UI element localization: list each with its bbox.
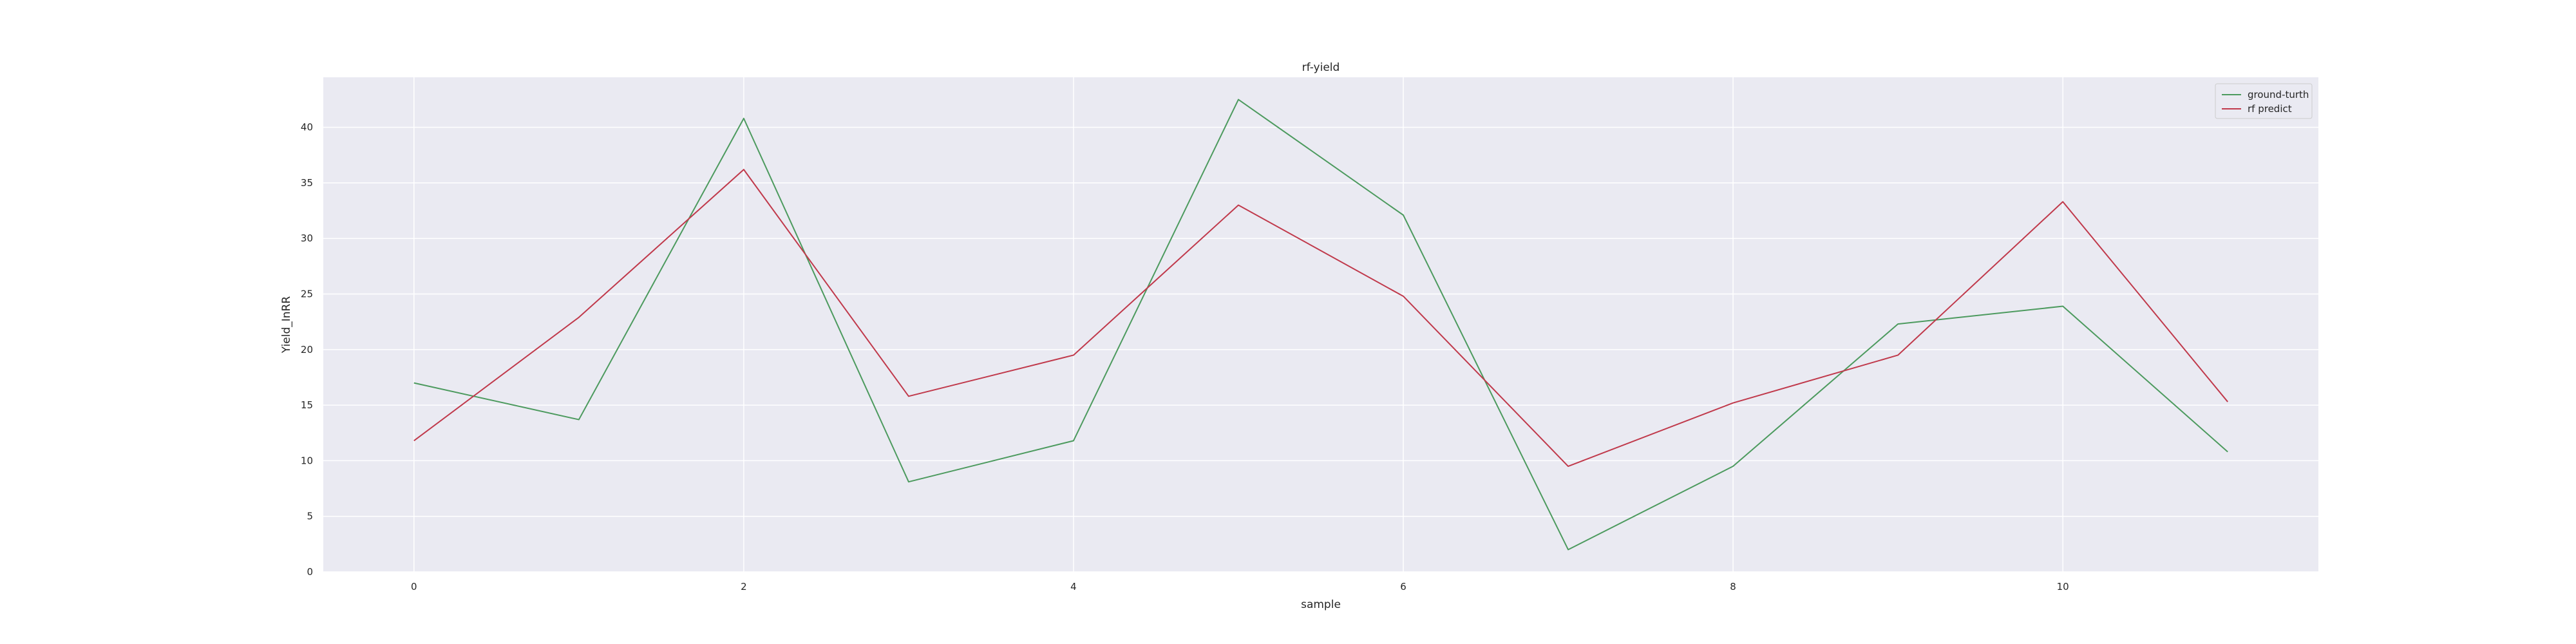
y-tick-label: 25 bbox=[301, 289, 313, 300]
y-tick-label: 30 bbox=[301, 232, 313, 244]
x-tick-label: 10 bbox=[2057, 581, 2069, 592]
x-tick-label: 2 bbox=[741, 581, 747, 592]
y-tick-label: 35 bbox=[301, 177, 313, 189]
y-tick-label: 20 bbox=[301, 344, 313, 355]
y-axis-label: Yield_InRR bbox=[280, 296, 293, 354]
x-tick-label: 4 bbox=[1070, 581, 1077, 592]
y-tick-label: 0 bbox=[307, 566, 313, 578]
y-tick-label: 5 bbox=[307, 511, 313, 522]
series-line-1 bbox=[413, 169, 2228, 468]
y-tick-labels: 0 5 10 15 20 25 30 35 40 bbox=[301, 122, 313, 578]
y-tick-label: 40 bbox=[301, 122, 313, 133]
y-tick-label: 10 bbox=[301, 455, 313, 466]
series-line-0 bbox=[413, 99, 2228, 551]
legend: ground-turth rf predict bbox=[2215, 83, 2313, 119]
legend-box bbox=[2215, 83, 2313, 119]
x-tick-label: 8 bbox=[1730, 581, 1736, 592]
gridlines bbox=[323, 77, 2318, 573]
x-tick-label: 0 bbox=[411, 581, 417, 592]
x-tick-labels: 0 2 4 6 8 10 bbox=[411, 581, 2069, 592]
y-tick-label: 15 bbox=[301, 399, 313, 411]
series-layer bbox=[413, 99, 2228, 551]
legend-label-ground-truth: ground-turth bbox=[2248, 89, 2309, 100]
x-axis-label: sample bbox=[1301, 598, 1341, 611]
plot-area bbox=[323, 77, 2318, 572]
x-tick-label: 6 bbox=[1400, 581, 1406, 592]
legend-label-rf-predict: rf predict bbox=[2248, 103, 2292, 115]
chart-title: rf-yield bbox=[1302, 61, 1340, 74]
